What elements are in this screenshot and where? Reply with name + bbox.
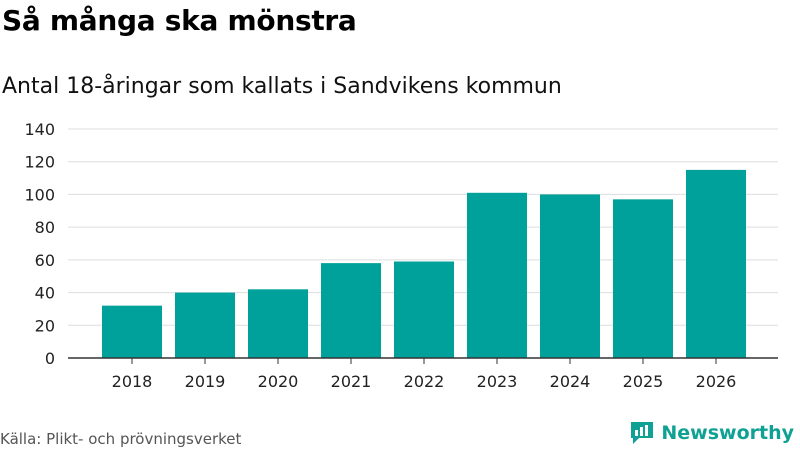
x-tick-label: 2021 (331, 372, 372, 391)
y-tick-label: 40 (35, 284, 55, 303)
brand-name: Newsworthy (661, 422, 794, 444)
y-tick-label: 0 (45, 349, 55, 368)
chart-subtitle: Antal 18-åringar som kallats i Sandviken… (2, 74, 562, 99)
y-tick-label: 120 (24, 153, 55, 172)
y-tick-label: 100 (24, 185, 55, 204)
x-tick-label: 2022 (404, 372, 445, 391)
bar-2022 (394, 261, 454, 358)
bar-2021 (321, 263, 381, 358)
source-note: Källa: Plikt- och prövningsverket (0, 430, 242, 448)
bar-2019 (175, 292, 235, 358)
x-tick-label: 2024 (550, 372, 591, 391)
brand: Newsworthy (629, 420, 794, 446)
bar-2020 (248, 289, 308, 358)
bar-2023 (467, 192, 527, 358)
bar-2024 (540, 194, 600, 358)
newsworthy-logo-icon (631, 422, 654, 444)
x-tick-label: 2018 (112, 372, 153, 391)
y-tick-label: 80 (35, 218, 55, 237)
y-tick-label: 140 (24, 120, 55, 139)
bar-2025 (613, 199, 673, 358)
x-tick-label: 2025 (623, 372, 664, 391)
x-tick-label: 2026 (696, 372, 737, 391)
bar-2026 (686, 169, 746, 358)
chart-title: Så många ska mönstra (2, 4, 357, 37)
y-tick-label: 60 (35, 251, 55, 270)
x-tick-label: 2019 (185, 372, 226, 391)
x-tick-label: 2023 (477, 372, 518, 391)
x-tick-label: 2020 (258, 372, 299, 391)
bar-2018 (102, 305, 162, 358)
y-tick-label: 20 (35, 316, 55, 335)
